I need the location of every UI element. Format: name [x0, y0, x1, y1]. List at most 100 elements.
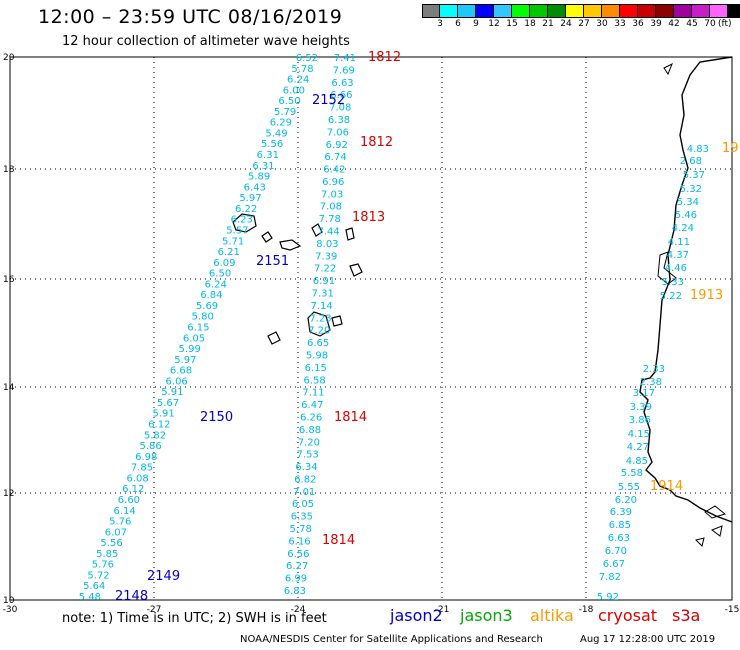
legend-s3a: s3a [672, 606, 701, 625]
wave-height-value: 4.85 [626, 456, 648, 467]
legend-swatch [566, 4, 584, 18]
wave-height-value: 5.69 [196, 301, 218, 312]
pass-label: 1814 [322, 533, 355, 548]
wave-height-value: 6.65 [307, 338, 329, 349]
wave-height-value: 4.46 [665, 263, 687, 274]
wave-height-value: 6.83 [284, 586, 306, 597]
x-tick-label: -18 [579, 605, 594, 615]
wave-height-value: 4.37 [667, 250, 689, 261]
wave-height-value: 6.08 [126, 473, 148, 484]
wave-height-value: 5.33 [662, 277, 684, 288]
island [307, 311, 331, 337]
wave-height-value: 6.20 [615, 495, 637, 506]
x-tick-label: -15 [725, 605, 740, 615]
x-tick-label: -24 [291, 605, 306, 615]
wave-height-value: 5.34 [677, 197, 699, 208]
wave-height-value: 7.01 [293, 487, 315, 498]
pass-label: 2151 [256, 254, 289, 269]
wave-height-value: 6.35 [291, 512, 313, 523]
wave-height-value: 7.23 [309, 313, 331, 324]
x-tick-label: -30 [3, 605, 18, 615]
wave-height-value: 7.69 [333, 65, 355, 76]
wave-height-value: 5.56 [261, 139, 283, 150]
wave-height-value: 6.63 [608, 533, 630, 544]
legend-label: 27 [578, 19, 590, 29]
wave-height-value: 6.05 [292, 499, 314, 510]
legend-swatch [512, 4, 530, 18]
wave-height-value: 6.68 [170, 366, 192, 377]
wave-height-value: 7.11 [302, 388, 324, 399]
map-frame [9, 56, 733, 601]
wave-height-value: 6.42 [323, 165, 345, 176]
wave-height-value: 4.24 [672, 223, 694, 234]
wave-height-value: 7.08 [329, 103, 351, 114]
wave-height-value: 6.34 [295, 462, 317, 473]
legend-jason3: jason3 [460, 606, 513, 625]
wave-height-value: 5.56 [100, 538, 122, 549]
page-title: 12:00 – 23:59 UTC 08/16/2019 [38, 6, 343, 28]
wave-height-value: 7.41 [334, 53, 356, 64]
wave-height-value: 6.27 [286, 561, 308, 572]
wave-height-value: 7.03 [321, 189, 343, 200]
wave-height-value: 6.66 [330, 90, 352, 101]
wave-height-value: 5.55 [618, 482, 640, 493]
wave-height-value: 6.39 [610, 507, 632, 518]
wave-height-value: 5.32 [680, 184, 702, 195]
wave-height-value: 6.07 [105, 527, 127, 538]
wave-height-value: 5.82 [144, 430, 166, 441]
wave-height-value: 2.33 [643, 364, 665, 375]
wave-height-value: 6.43 [244, 182, 266, 193]
wave-height-value: 7.20 [308, 326, 330, 337]
legend-cryosat: cryosat [598, 606, 658, 625]
wave-height-value: 6.82 [294, 474, 316, 485]
wave-height-value: 3.17 [633, 388, 655, 399]
legend-label: 45 [686, 19, 698, 29]
wave-height-value: 4.27 [627, 442, 649, 453]
wave-height-value: 5.89 [248, 172, 270, 183]
wave-height-value: 6.84 [200, 290, 222, 301]
legend-label: 30 [596, 19, 608, 29]
wave-height-value: 4.15 [628, 429, 650, 440]
wave-height-value: 5.49 [265, 128, 287, 139]
pass-label: 2148 [115, 589, 148, 604]
legend-label: 18 [524, 19, 536, 29]
legend-label: 12 [488, 19, 500, 29]
legend-altika: altika [530, 606, 574, 625]
y-tick-label: 14 [3, 383, 15, 393]
legend-swatch [458, 4, 476, 18]
y-tick-label: 10 [3, 596, 15, 606]
pass-label: 19 [722, 141, 739, 156]
pass-label: 2152 [312, 93, 345, 108]
legend-jason2: jason2 [390, 606, 443, 625]
wave-height-value: 7.39 [315, 251, 337, 262]
legend-swatch [728, 4, 740, 18]
wave-height-value: 6.24 [287, 75, 309, 86]
legend-swatch [476, 4, 494, 18]
wave-height-value: 5.72 [87, 570, 109, 581]
wave-height-value: 6.12 [122, 484, 144, 495]
legend-swatch [584, 4, 602, 18]
wave-height-value: 6.14 [113, 506, 135, 517]
wave-height-value: 5.22 [660, 291, 682, 302]
legend-label: 70 [704, 19, 716, 29]
wave-height-value: 5.58 [621, 468, 643, 479]
legend-swatch [674, 4, 692, 18]
pass-label: 1914 [650, 479, 683, 494]
footer-timestamp: Aug 17 12:28:00 UTC 2019 [580, 634, 716, 645]
wave-height-value: 5.57 [226, 225, 248, 236]
wave-height-value: 7.20 [298, 437, 320, 448]
wave-height-value: 6.15 [305, 363, 327, 374]
page-subtitle: 12 hour collection of altimeter wave hei… [62, 34, 350, 49]
legend-label: 42 [668, 19, 680, 29]
pass-label: 1913 [690, 288, 723, 303]
wave-height-value: 5.99 [179, 344, 201, 355]
wave-height-value: 5.86 [139, 441, 161, 452]
wave-height-value: 2.38 [640, 377, 662, 388]
coastline [710, 525, 723, 537]
island [349, 263, 363, 277]
legend-swatch [638, 4, 656, 18]
wave-height-value: 4.83 [687, 144, 709, 155]
coastline [695, 537, 705, 547]
wave-height-value: 6.50 [209, 269, 231, 280]
color-legend: 3 6 9 12 15 18 21 24 27 30 33 36 39 42 45 70 (ft) [422, 4, 740, 32]
